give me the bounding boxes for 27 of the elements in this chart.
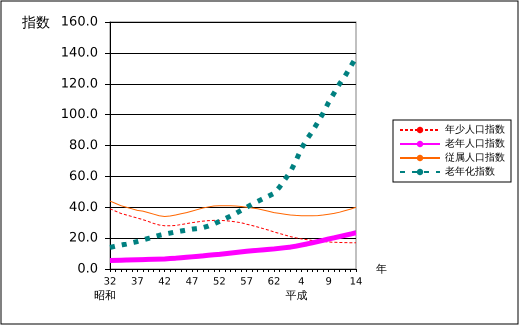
legend-label: 従属人口指数: [445, 152, 505, 164]
x-tick-label: 37: [130, 276, 144, 288]
y-tick-label: 120.0: [60, 76, 98, 92]
y-tick-label: 60.0: [69, 168, 98, 184]
y-tick-label: 0.0: [77, 262, 98, 276]
legend-label: 老年人口指数: [445, 138, 505, 150]
x-axis-title: 年: [376, 262, 387, 276]
x-tick-label: 47: [186, 276, 198, 288]
x-tick-label: 32: [104, 276, 116, 288]
legend-label: 年少人口指数: [445, 124, 505, 136]
y-tick-label: 160.0: [60, 14, 98, 30]
x-tick-label: 14: [350, 276, 362, 288]
y-tick-label: 100.0: [60, 107, 98, 122]
y-tick-label: 80.0: [69, 138, 98, 153]
y-tick-label: 140.0: [60, 45, 98, 60]
x-tick-label: 52: [212, 276, 226, 288]
x-tick-label: 62: [268, 276, 280, 288]
x-tick-label: 9: [325, 276, 332, 288]
x-tick-label: 4: [298, 276, 305, 288]
x-tick-label: 42: [158, 276, 172, 288]
x-tick-label: 57: [240, 276, 254, 288]
text: 平成: [285, 289, 308, 302]
legend-label: 老年化指数: [445, 166, 495, 178]
y-tick-label: 20.0: [69, 230, 98, 246]
y-tick-label: 40.0: [69, 200, 98, 215]
text: 昭和: [94, 289, 116, 302]
y-axis-title: 指数: [21, 15, 50, 31]
